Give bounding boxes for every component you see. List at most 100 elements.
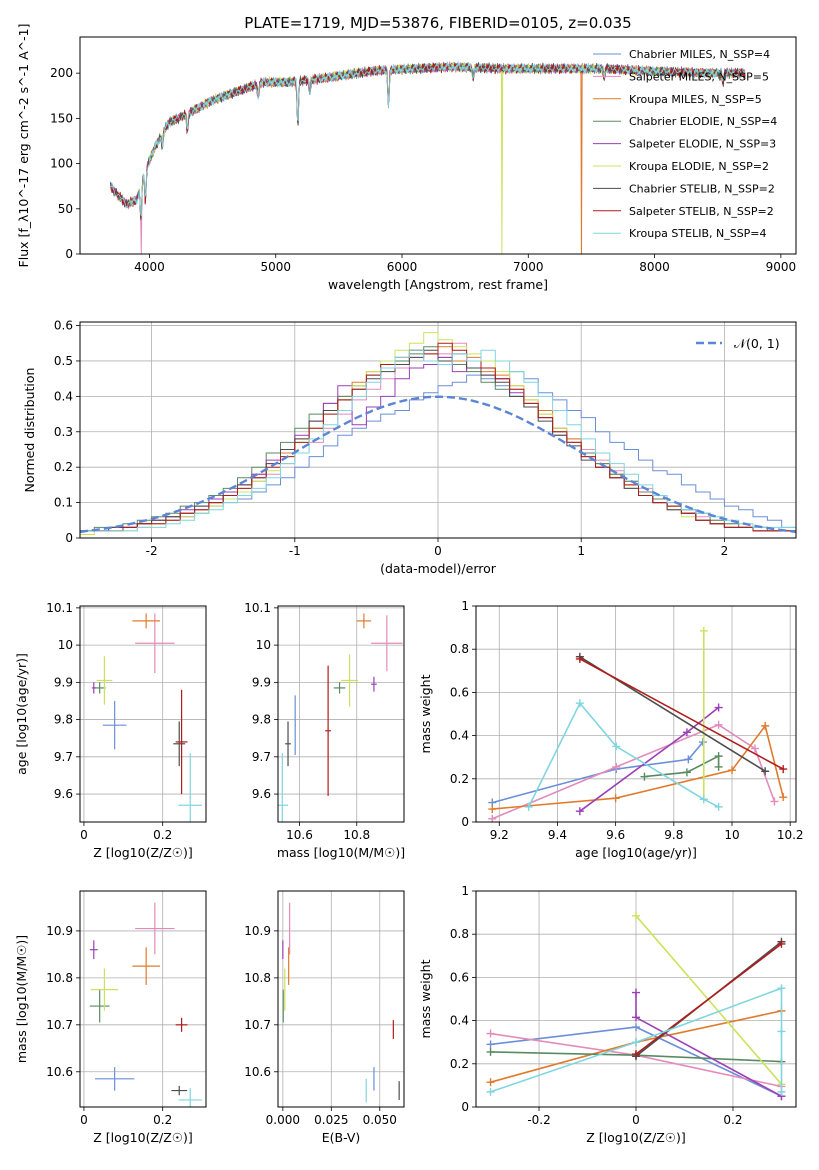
legend-label: Kroupa STELIB, N_SSP=4: [629, 227, 767, 240]
chart-title: PLATE=1719, MJD=53876, FIBERID=0105, z=0…: [244, 14, 631, 32]
plus-marker: [777, 1027, 786, 1036]
y-tick-label: 0.6: [450, 970, 469, 984]
mass_vs_Z-frame: [79, 890, 207, 1108]
weight-series-line: [635, 943, 782, 1055]
weight-series-line: [635, 915, 783, 1085]
x-tick-label: 10: [724, 828, 739, 842]
data-point: [284, 968, 286, 1011]
data-point: [94, 1067, 135, 1091]
data-point: [178, 1088, 203, 1107]
x-tick-label: 0: [80, 1113, 88, 1127]
data-point: [96, 656, 113, 705]
data-point: [132, 613, 160, 629]
legend-label: Salpeter STELIB, N_SSP=2: [629, 205, 774, 218]
y-tick-label: 0.4: [450, 1014, 469, 1028]
y-tick-label: 10.8: [244, 971, 271, 985]
x-tick-label: 0: [80, 828, 88, 842]
data-point: [356, 613, 372, 629]
plus-marker: [486, 1047, 495, 1056]
plus-marker: [714, 752, 723, 761]
age_vs_mass-axes: [278, 606, 404, 822]
data-point: [132, 947, 160, 985]
data-point: [398, 1081, 400, 1100]
x-tick-label: 9.6: [606, 828, 625, 842]
x-tick-label: 9000: [766, 260, 797, 274]
plus-marker: [682, 728, 691, 737]
age_vs_Z-points: [91, 613, 203, 822]
plus-marker: [777, 984, 786, 993]
legend-label: Chabrier ELODIE, N_SSP=4: [629, 115, 777, 128]
y-tick-label: 10.6: [46, 1065, 73, 1079]
y-tick-label: 150: [50, 111, 73, 125]
y-tick-label: 10.1: [244, 601, 271, 615]
plus-marker: [770, 797, 779, 806]
y-tick-label: 0.8: [450, 642, 469, 656]
histogram-steps: [80, 332, 796, 538]
x-tick-label: 9.8: [664, 828, 683, 842]
data-point: [285, 721, 291, 767]
weight-series-line: [492, 741, 704, 804]
y-tick-label: 0.6: [450, 685, 469, 699]
data-point: [102, 700, 127, 750]
x-tick-label: 8000: [639, 260, 670, 274]
x-tick-label: 6000: [387, 260, 418, 274]
plus-marker: [640, 772, 649, 781]
y-tick-label: 9.8: [252, 713, 271, 727]
data-point: [135, 613, 175, 674]
y-tick-label: 0: [461, 815, 469, 829]
plus-marker: [488, 805, 497, 814]
y-tick-label: 10.8: [46, 971, 73, 985]
y-tick-label: 0.2: [54, 460, 73, 474]
y-axis-label: age [log10(age/yr)]: [14, 653, 29, 775]
mass_vs_Z-axes: [80, 891, 206, 1107]
plus-marker: [728, 766, 736, 775]
plus-marker: [612, 742, 621, 751]
data-point: [392, 1020, 394, 1039]
x-tick-label: 0.000: [266, 1113, 300, 1127]
plus-marker: [698, 738, 707, 747]
data-point: [371, 615, 403, 672]
y-tick-label: 0.6: [54, 319, 73, 333]
data-point: [282, 989, 284, 1023]
weight-series-line: [635, 992, 782, 1097]
data-point: [341, 654, 359, 707]
plus-marker: [761, 721, 770, 730]
x-tick-label: 10.2: [777, 828, 804, 842]
plus-marker: [575, 807, 584, 816]
legend-label: Chabrier STELIB, N_SSP=2: [629, 182, 775, 195]
y-tick-label: 0: [65, 531, 73, 545]
plus-marker: [714, 703, 723, 712]
y-axis-label: mass weight: [418, 674, 433, 753]
x-tick-label: 9.2: [490, 828, 509, 842]
legend-label: Kroupa MILES, N_SSP=5: [629, 93, 762, 106]
plus-marker: [612, 762, 621, 771]
x-tick-label: -0.2: [527, 1113, 550, 1127]
x-tick-label: -2: [146, 544, 158, 558]
y-tick-label: 0.4: [450, 729, 469, 743]
y-tick-label: 0.4: [54, 389, 73, 403]
y-tick-label: 0.5: [54, 354, 73, 368]
legend-label: Salpeter MILES, N_SSP=5: [629, 70, 769, 83]
y-tick-label: 10.7: [46, 1018, 73, 1032]
weight-series-line: [579, 658, 784, 770]
data-point: [175, 1017, 188, 1032]
y-axis-label: Flux [f_λ10^-17 erg cm^-2 s^-1 A^-1]: [16, 24, 31, 268]
y-axis-label: Normed distribution: [22, 368, 37, 493]
y-tick-label: 9.7: [252, 750, 271, 764]
weight_vs_Z-frame: [475, 890, 797, 1108]
data-point: [282, 940, 284, 960]
y-tick-label: 1: [461, 599, 469, 613]
x-tick-label: 0.2: [153, 1113, 172, 1127]
plus-marker: [779, 765, 788, 774]
x-axis-label: Z [log10(Z/Z☉)]: [93, 1130, 193, 1145]
y-tick-label: 10.9: [244, 924, 271, 938]
x-tick-label: 10.8: [343, 828, 370, 842]
mass_vs_ebv-axes: [278, 891, 404, 1107]
y-tick-label: 9.8: [54, 713, 73, 727]
data-point: [365, 1078, 367, 1103]
x-axis-label: Z [log10(Z/Z☉)]: [93, 845, 193, 860]
data-point: [89, 940, 98, 960]
x-tick-label: 7000: [513, 260, 544, 274]
normal-curve: [80, 395, 796, 533]
